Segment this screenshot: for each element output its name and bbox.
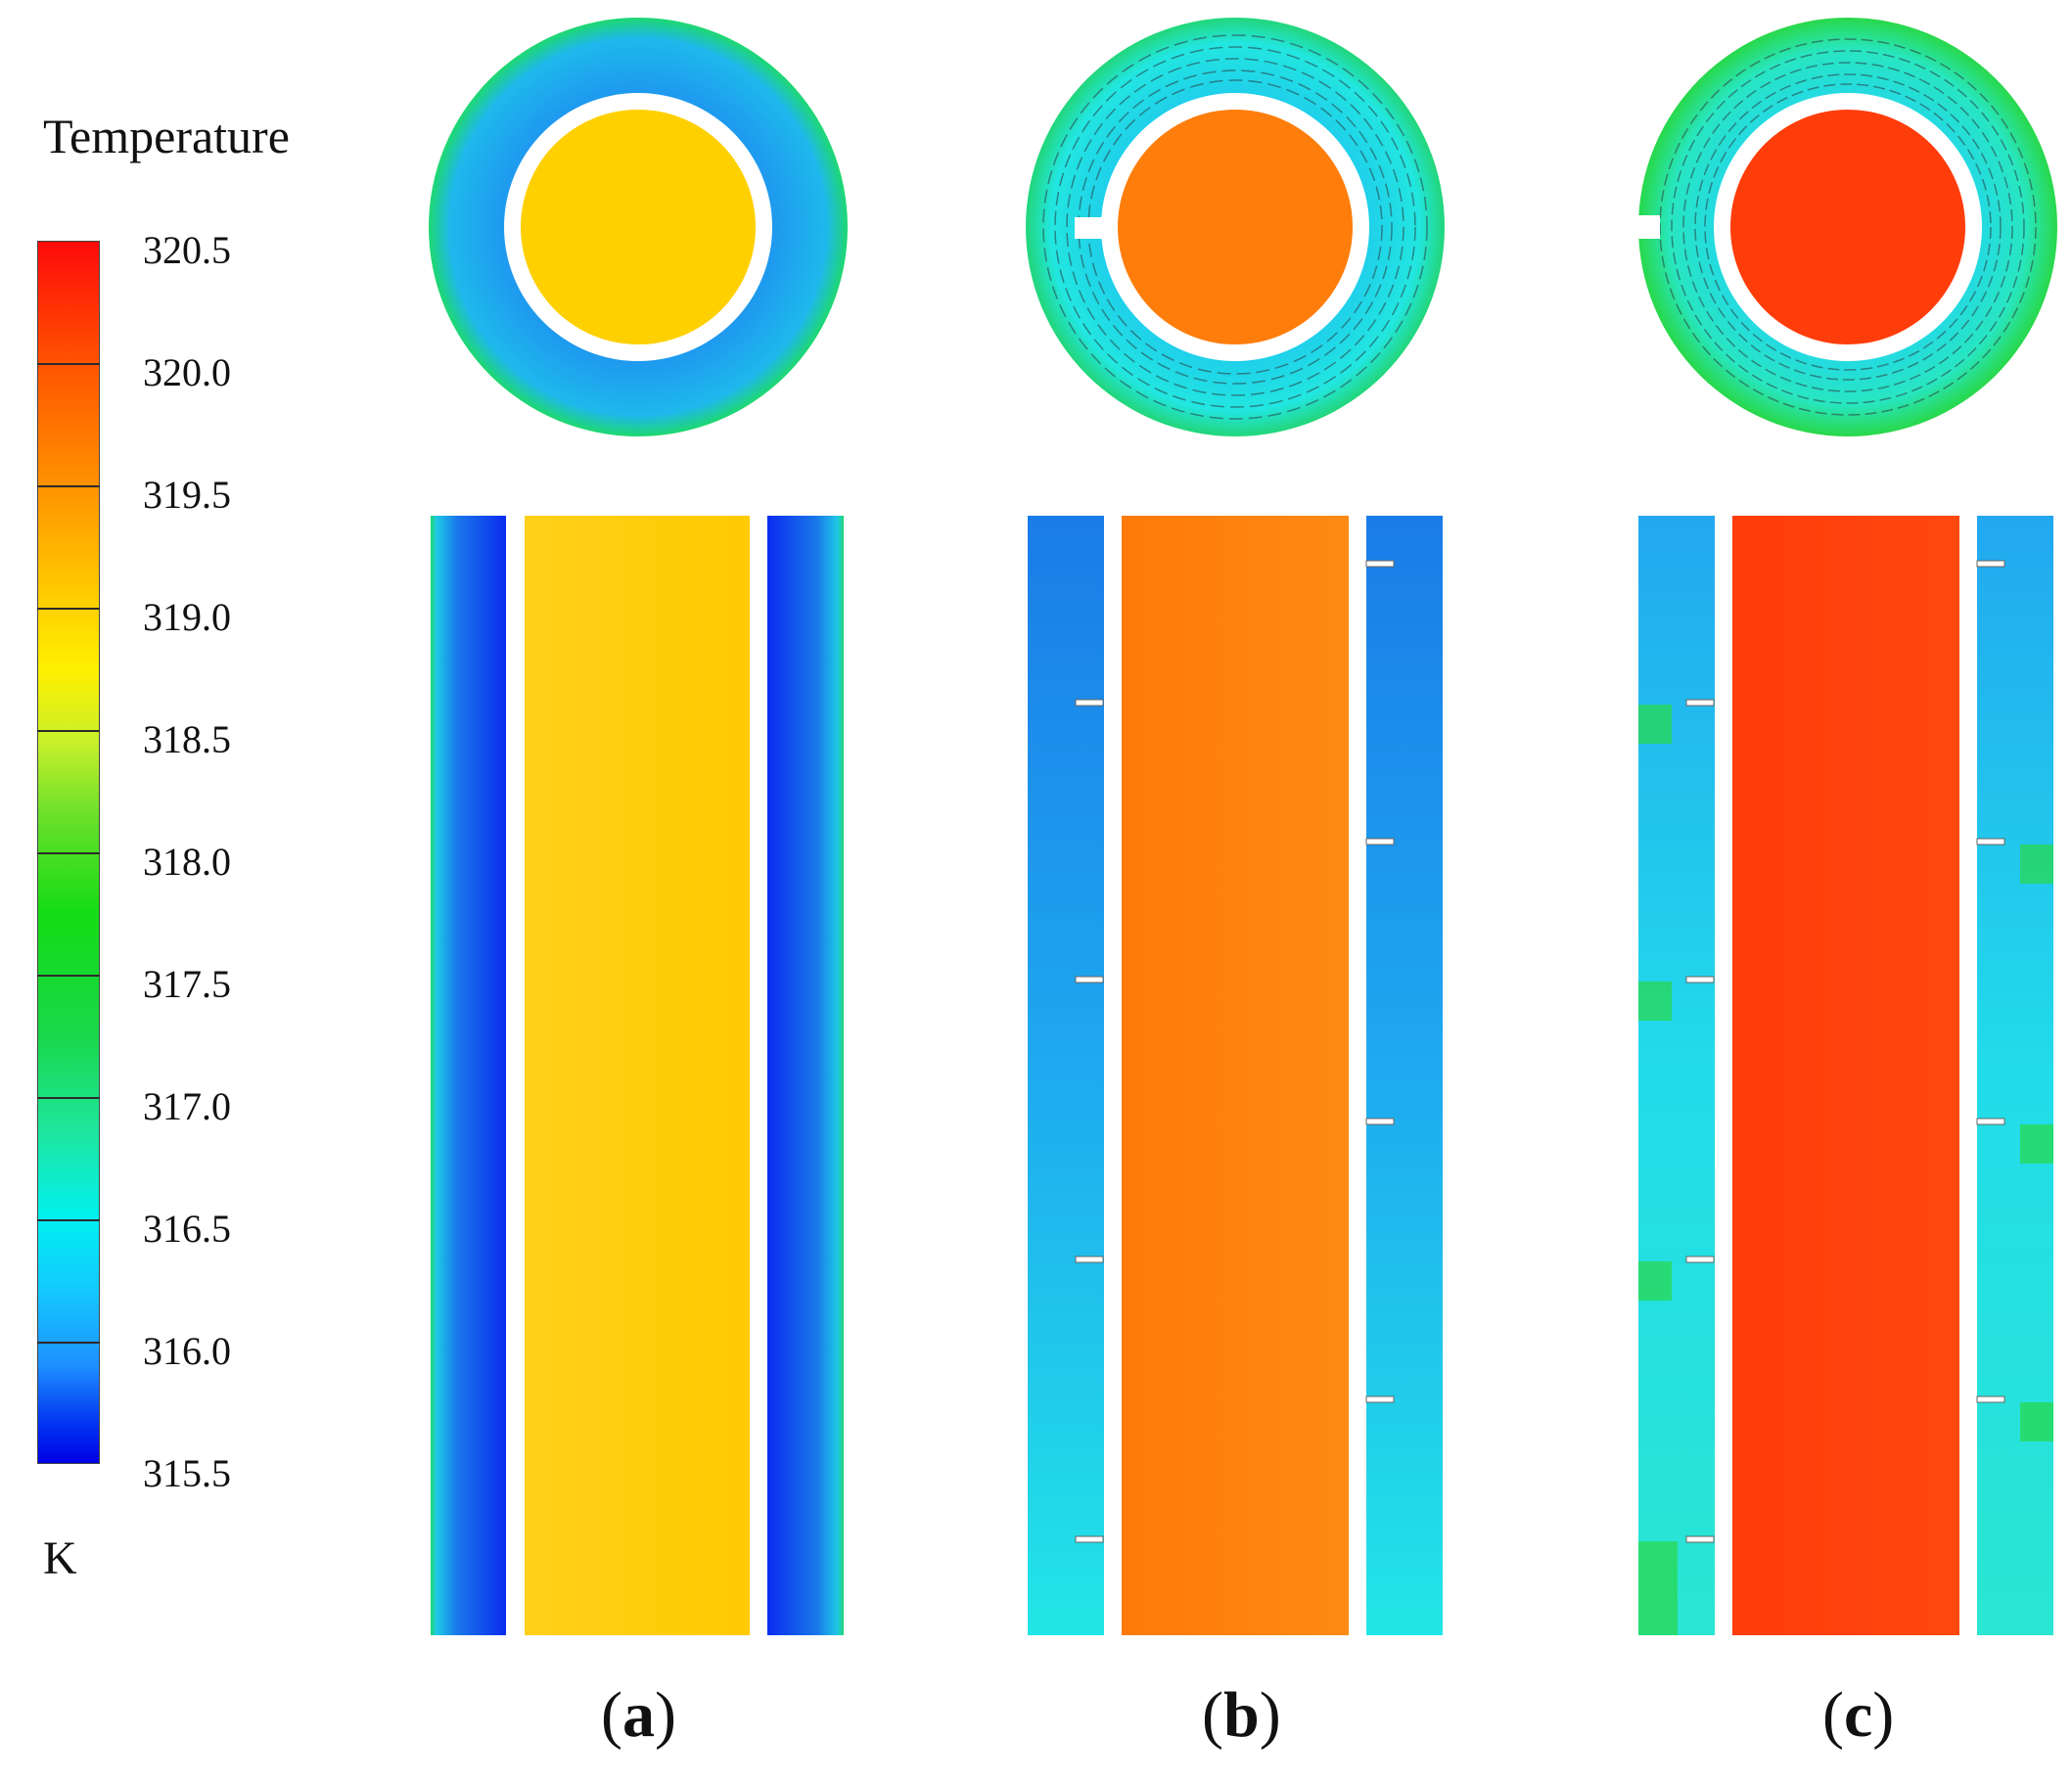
panel-label-a: (a) [601, 1679, 676, 1751]
panel-b-cross-section [1026, 18, 1445, 436]
panel-label-c: (c) [1822, 1679, 1895, 1751]
panel-a-cross-section [429, 18, 848, 436]
colorbar-tick [37, 852, 100, 854]
colorbar-tick-label: 319.0 [143, 595, 231, 639]
panel-a-longitudinal-section [431, 516, 844, 1635]
legend-unit: K [43, 1532, 77, 1584]
colorbar-tick-label: 317.5 [143, 962, 231, 1006]
colorbar-tick [37, 363, 100, 365]
colorbar-tick [37, 1342, 100, 1344]
colorbar-tick [37, 730, 100, 732]
colorbar-tick [37, 975, 100, 977]
colorbar-tick [37, 485, 100, 487]
colorbar-tick-label: 319.5 [143, 473, 231, 517]
colorbar-tick-label: 316.0 [143, 1329, 231, 1373]
panel-b-longitudinal-section [1028, 516, 1443, 1635]
colorbar-tick-label: 318.5 [143, 717, 231, 761]
colorbar-tick-label: 318.0 [143, 840, 231, 884]
legend-title: Temperature [43, 109, 290, 163]
colorbar-tick-label: 317.0 [143, 1084, 231, 1128]
colorbar-tick [37, 1219, 100, 1221]
panel-c-cross-section [1633, 18, 2057, 436]
colorbar-tick [37, 608, 100, 610]
panel-label-b: (b) [1202, 1679, 1281, 1751]
colorbar-tick-label: 316.5 [143, 1207, 231, 1251]
colorbar-tick [37, 1097, 100, 1099]
panel-c-longitudinal-section [1638, 516, 2053, 1635]
colorbar-tick-label: 320.0 [143, 350, 231, 394]
colorbar-tick-label: 315.5 [143, 1451, 231, 1495]
colorbar-tick-label: 320.5 [143, 228, 231, 272]
